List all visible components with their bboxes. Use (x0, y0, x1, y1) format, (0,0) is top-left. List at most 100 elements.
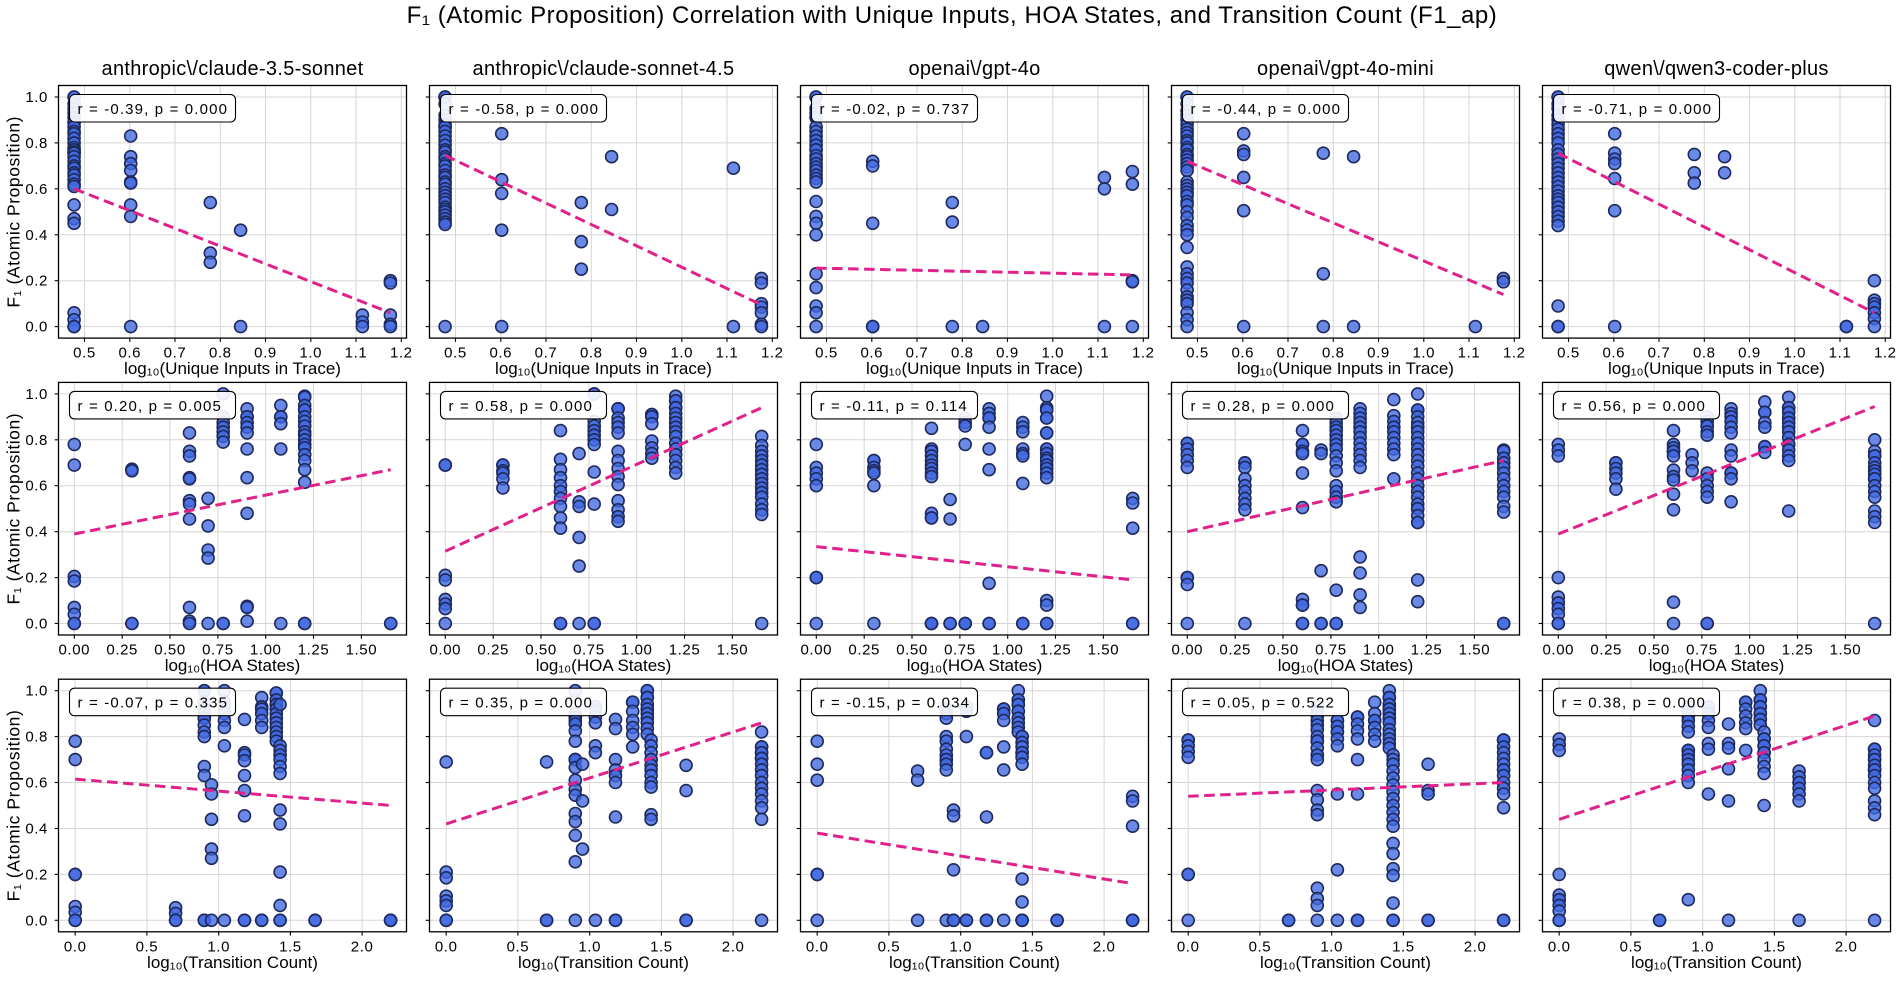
svg-text:F₁ (Atomic Proposition): F₁ (Atomic Proposition) (4, 116, 24, 308)
svg-text:1.0: 1.0 (207, 938, 230, 955)
svg-text:0.9: 0.9 (1367, 345, 1390, 362)
svg-text:r = 0.28, p = 0.000: r = 0.28, p = 0.000 (1191, 398, 1335, 415)
svg-text:0.8: 0.8 (1693, 345, 1716, 362)
svg-text:1.0: 1.0 (1783, 345, 1806, 362)
svg-text:0.6: 0.6 (860, 345, 883, 362)
svg-text:1.00: 1.00 (1734, 642, 1766, 659)
svg-text:1.0: 1.0 (670, 345, 693, 362)
svg-text:2.0: 2.0 (1093, 938, 1116, 955)
svg-text:r = 0.56, p = 0.000: r = 0.56, p = 0.000 (1562, 398, 1706, 415)
svg-text:anthropic\/claude-3.5-sonnet: anthropic\/claude-3.5-sonnet (102, 58, 364, 80)
svg-text:0.50: 0.50 (154, 642, 186, 659)
svg-text:1.5: 1.5 (650, 938, 673, 955)
svg-text:1.00: 1.00 (992, 642, 1024, 659)
svg-text:0.9: 0.9 (1738, 345, 1761, 362)
svg-text:1.2: 1.2 (1874, 345, 1897, 362)
svg-text:log₁₀(Unique Inputs in Trace): log₁₀(Unique Inputs in Trace) (1608, 359, 1825, 378)
svg-text:0.75: 0.75 (1686, 642, 1718, 659)
svg-text:0.9: 0.9 (254, 345, 277, 362)
svg-text:0.7: 0.7 (1277, 345, 1300, 362)
svg-text:0.00: 0.00 (1171, 642, 1203, 659)
svg-text:log₁₀(HOA States): log₁₀(HOA States) (536, 656, 672, 675)
svg-text:0.7: 0.7 (535, 345, 558, 362)
svg-text:F₁ (Atomic Proposition): F₁ (Atomic Proposition) (4, 710, 24, 902)
svg-text:log₁₀(Transition Count): log₁₀(Transition Count) (889, 953, 1060, 972)
svg-text:0.8: 0.8 (209, 345, 232, 362)
svg-text:openai\/gpt-4o: openai\/gpt-4o (908, 58, 1040, 80)
svg-text:0.00: 0.00 (1542, 642, 1574, 659)
svg-text:r = 0.35, p = 0.000: r = 0.35, p = 0.000 (449, 695, 593, 712)
svg-text:0.0: 0.0 (25, 319, 48, 336)
svg-text:0.25: 0.25 (1590, 642, 1622, 659)
svg-text:1.25: 1.25 (1040, 642, 1072, 659)
svg-text:log₁₀(Transition Count): log₁₀(Transition Count) (1260, 953, 1431, 972)
svg-text:0.2: 0.2 (25, 866, 48, 883)
svg-text:0.8: 0.8 (580, 345, 603, 362)
svg-text:log₁₀(Unique Inputs in Trace): log₁₀(Unique Inputs in Trace) (124, 359, 341, 378)
svg-text:1.0: 1.0 (1412, 345, 1435, 362)
svg-text:0.25: 0.25 (1219, 642, 1251, 659)
svg-text:0.4: 0.4 (25, 821, 48, 838)
svg-text:0.75: 0.75 (202, 642, 234, 659)
svg-text:r = 0.38, p = 0.000: r = 0.38, p = 0.000 (1562, 695, 1706, 712)
svg-text:0.0: 0.0 (1177, 938, 1200, 955)
svg-text:r = 0.20, p = 0.005: r = 0.20, p = 0.005 (78, 398, 222, 415)
svg-text:1.2: 1.2 (1503, 345, 1526, 362)
svg-text:1.1: 1.1 (1829, 345, 1852, 362)
svg-text:1.5: 1.5 (1021, 938, 1044, 955)
svg-text:0.00: 0.00 (800, 642, 832, 659)
svg-text:0.75: 0.75 (573, 642, 605, 659)
svg-text:0.5: 0.5 (1186, 345, 1209, 362)
svg-text:0.00: 0.00 (58, 642, 90, 659)
svg-text:0.7: 0.7 (164, 345, 187, 362)
svg-text:1.1: 1.1 (716, 345, 739, 362)
svg-text:r = -0.07, p = 0.335: r = -0.07, p = 0.335 (78, 695, 229, 712)
svg-text:1.0: 1.0 (578, 938, 601, 955)
svg-text:1.0: 1.0 (25, 386, 48, 403)
svg-text:2.0: 2.0 (722, 938, 745, 955)
svg-text:0.00: 0.00 (429, 642, 461, 659)
svg-text:0.0: 0.0 (25, 912, 48, 929)
svg-text:0.25: 0.25 (848, 642, 880, 659)
svg-text:1.25: 1.25 (1782, 642, 1814, 659)
svg-text:0.8: 0.8 (25, 729, 48, 746)
svg-text:log₁₀(HOA States): log₁₀(HOA States) (165, 656, 301, 675)
svg-text:r = -0.44, p = 0.000: r = -0.44, p = 0.000 (1191, 101, 1342, 118)
svg-text:F₁ (Atomic Proposition) Correl: F₁ (Atomic Proposition) Correlation with… (407, 2, 1498, 29)
svg-text:1.0: 1.0 (1691, 938, 1714, 955)
svg-text:log₁₀(Unique Inputs in Trace): log₁₀(Unique Inputs in Trace) (495, 359, 712, 378)
svg-text:1.0: 1.0 (25, 683, 48, 700)
svg-text:1.5: 1.5 (1392, 938, 1415, 955)
svg-text:0.0: 0.0 (25, 616, 48, 633)
svg-text:0.7: 0.7 (906, 345, 929, 362)
svg-text:F₁ (Atomic Proposition): F₁ (Atomic Proposition) (4, 413, 24, 605)
svg-text:0.75: 0.75 (944, 642, 976, 659)
svg-text:log₁₀(HOA States): log₁₀(HOA States) (1649, 656, 1785, 675)
svg-text:1.50: 1.50 (1830, 642, 1862, 659)
svg-text:1.25: 1.25 (669, 642, 701, 659)
svg-text:1.2: 1.2 (390, 345, 413, 362)
svg-text:r = -0.15, p = 0.034: r = -0.15, p = 0.034 (820, 695, 971, 712)
svg-text:r = -0.58, p = 0.000: r = -0.58, p = 0.000 (449, 101, 600, 118)
svg-text:1.1: 1.1 (1087, 345, 1110, 362)
svg-text:0.50: 0.50 (1638, 642, 1670, 659)
svg-text:0.4: 0.4 (25, 524, 48, 541)
svg-text:r = 0.05, p = 0.522: r = 0.05, p = 0.522 (1191, 695, 1335, 712)
svg-text:0.6: 0.6 (1602, 345, 1625, 362)
svg-text:0.5: 0.5 (444, 345, 467, 362)
svg-text:0.4: 0.4 (25, 227, 48, 244)
svg-text:1.50: 1.50 (1459, 642, 1491, 659)
svg-text:log₁₀(Unique Inputs in Trace): log₁₀(Unique Inputs in Trace) (866, 359, 1083, 378)
svg-text:r = -0.02, p = 0.737: r = -0.02, p = 0.737 (820, 101, 971, 118)
svg-text:log₁₀(Unique Inputs in Trace): log₁₀(Unique Inputs in Trace) (1237, 359, 1454, 378)
svg-text:1.1: 1.1 (1458, 345, 1481, 362)
svg-text:log₁₀(Transition Count): log₁₀(Transition Count) (1631, 953, 1802, 972)
svg-text:1.0: 1.0 (1041, 345, 1064, 362)
svg-text:0.9: 0.9 (625, 345, 648, 362)
svg-text:0.75: 0.75 (1315, 642, 1347, 659)
svg-text:1.0: 1.0 (1320, 938, 1343, 955)
svg-text:anthropic\/claude-sonnet-4.5: anthropic\/claude-sonnet-4.5 (473, 58, 735, 80)
svg-text:0.0: 0.0 (806, 938, 829, 955)
svg-text:0.7: 0.7 (1648, 345, 1671, 362)
svg-text:2.0: 2.0 (1835, 938, 1858, 955)
